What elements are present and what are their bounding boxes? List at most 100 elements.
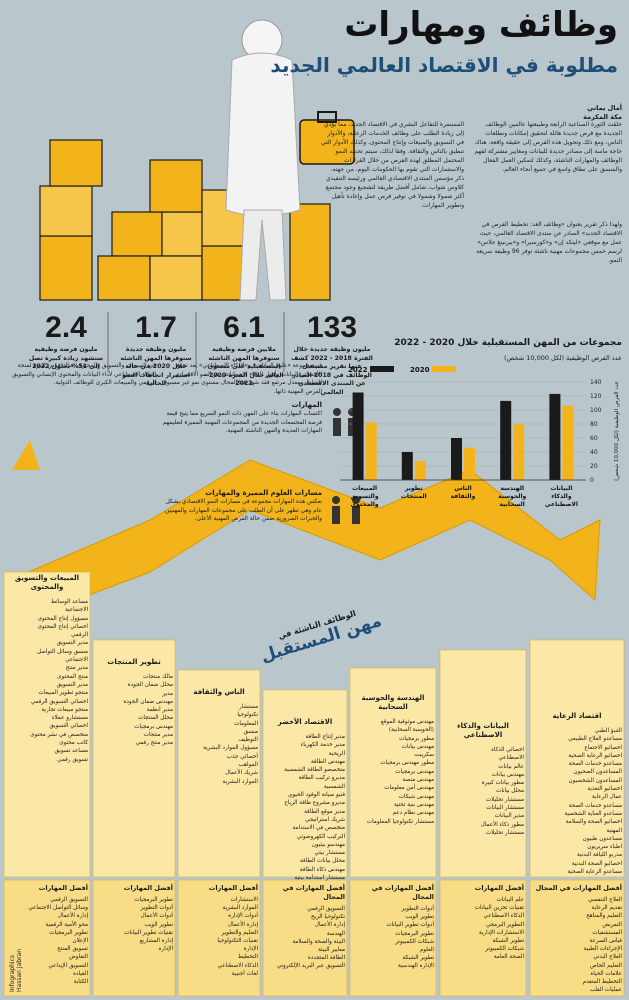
skills-data-ai: أفضل المهارات علم البيانات تقنيات تخزين ا… <box>442 884 524 962</box>
list-item: مطور بيانات كبيرة <box>481 780 524 787</box>
y-tick-label: 60 <box>590 435 598 442</box>
credit-name: Hassan Jabran <box>16 949 23 992</box>
job-list: مساعد الوسائط الاجتماعية مسؤول إنتاج المحت… <box>6 598 88 764</box>
list-item: الموارد البشرية <box>222 778 259 785</box>
skills-sales: أفضل المهارات التسويق الرقمي وسائل التواص… <box>22 884 88 986</box>
bar-2022 <box>500 400 512 480</box>
list-item: وسائل التواصل الاجتماعي <box>28 905 88 912</box>
y-tick-label: 0 <box>590 477 594 484</box>
column-sales-marketing: المبيعات والتسويق والمحتوى مساعد الوسائط… <box>6 574 88 764</box>
column-people-culture: الناس والثقافة مستشار تكنولوجيا المعلومات م… <box>180 688 258 786</box>
list-item: اخصائيو الاجتماع <box>584 744 622 751</box>
y-tick-label: 140 <box>590 379 602 386</box>
category-label-line: الاصطناعي <box>545 501 578 508</box>
list-item: اخصائي التسويق الرقمي <box>30 698 88 705</box>
skills-heading: أفضل المهارات في المجال <box>535 884 622 892</box>
list-item: التمريض <box>602 921 622 928</box>
list-item: إدارة الأعمال <box>57 913 88 920</box>
category-label-line: المبيعات <box>352 485 377 492</box>
list-item: التعليم والمناهج <box>586 913 622 920</box>
list-item: العلاج البدني <box>593 954 622 961</box>
skills-heading: أفضل المهارات <box>38 884 88 892</box>
list-item: مديرو مشروع طاقة الرياح <box>284 800 345 807</box>
businessman-figure <box>225 19 301 301</box>
list-item: مساعدو الرعاية الصحية <box>567 869 622 876</box>
list-item: مهندس ذكاء الطاقة <box>299 866 345 873</box>
list-item: التسويق الرقمي <box>50 897 88 903</box>
column-engineering-cloud: الهندسة والحوسبة السحابية مهندس موثوقية … <box>352 694 434 826</box>
list-item: تطوير الويب <box>405 914 434 921</box>
list-item: الموارد البشرية <box>222 905 259 912</box>
list-item: المهنية <box>606 827 622 834</box>
list-item: أدوات التطوير <box>140 905 173 912</box>
skills-list: تطوير البرمجيات أدوات التطوير أدوات الأعما… <box>95 896 173 953</box>
column-heading: البيانات والذكاء الاصطناعي <box>457 722 509 739</box>
skills-green: أفضل المهارات في المجال التسويق الرقمي تك… <box>265 884 345 971</box>
list-item: مساعد الوسائط <box>50 599 88 605</box>
skills-list: علم البيانات تقنيات تخزين البيانات الذكاء … <box>442 896 524 962</box>
list-item: منتجو مبيعات تجارية <box>41 706 88 713</box>
bar-2020 <box>562 405 574 480</box>
list-item: شريك الأعمال <box>225 770 258 777</box>
list-item: المواهب <box>238 762 258 769</box>
list-item: أدوات تطوير البيانات <box>386 922 434 929</box>
stat-value: 1.7 <box>135 311 177 344</box>
category-label: المبيعات والتسويق والمحتوى <box>351 485 379 508</box>
list-item: متخصصو الطاقة الشمسية <box>284 767 345 774</box>
list-item: اخصائيو الرعاية الصحية <box>568 752 622 759</box>
list-item: تكنولوجيا الريح <box>311 914 345 921</box>
list-item: مهندس منصة <box>402 777 434 784</box>
list-item: مهندس موثوقية الموقع <box>380 719 434 725</box>
credit: Infographics Hassan Jabran <box>4 900 24 996</box>
people-icons <box>332 408 360 524</box>
bar-2020 <box>513 424 525 480</box>
list-item: متخصص في الاستدامة <box>292 825 346 832</box>
job-list: مستشار تكنولوجيا المعلومات منسق التوظيف مسؤول… <box>180 703 258 786</box>
list-item: أخصائي جذب <box>226 753 258 760</box>
list-item: التعليم والتطوير <box>221 929 258 936</box>
skills-list: الاستشارات الموارد البشرية أدوات الإدارة إد… <box>180 896 258 978</box>
list-item: أدوات الإدارة <box>228 913 258 920</box>
intro-paragraph-1: خلقت الثورة الصناعية الرابعة وطبيعتها عا… <box>474 121 622 173</box>
list-item: الريحية <box>328 750 345 757</box>
list-item: مستشار تكنولوجيا المعلومات <box>366 818 434 825</box>
list-item: مهندس برمجيات <box>395 768 434 775</box>
bar-2022 <box>549 393 561 480</box>
list-item: مهندس شبكات <box>398 793 434 800</box>
list-item: شبكات الكمبيوتر <box>395 938 434 945</box>
list-item: أدوات الأعمال <box>140 913 173 920</box>
list-item: العلوم <box>419 947 434 954</box>
list-item: الشمسية <box>323 783 345 790</box>
list-item: الإدارة <box>243 946 258 953</box>
list-item: التسويق الإبداعي <box>48 962 88 969</box>
stat-value: 133 <box>306 311 358 344</box>
stat-block: 1.7 مليون وظيفة جديدة ستوفرها المهن النا… <box>114 310 198 389</box>
list-item: مدير منتج رقمي <box>135 740 173 747</box>
list-item: مهندس ضمان الجودة <box>123 698 173 705</box>
bar-chart: 0 20 40 60 80 100 120 140 عدد الفرص الوظيفية (لك… <box>340 366 620 508</box>
list-item: مهندس نظام دعم <box>392 810 434 817</box>
list-item: أدوات التطوير <box>401 906 434 912</box>
skills-paths-note: مسارات العلوم المميزة والمهارات تعكس هذه… <box>162 488 322 524</box>
list-item: الإدارة <box>158 946 173 953</box>
credit-brand: Infographics <box>9 955 16 992</box>
stat-block: 6.1 ملايين فرصة وظيفية ستوفرها المهن الن… <box>202 310 286 389</box>
y-tick-label: 80 <box>590 421 598 428</box>
bar-2020 <box>414 461 426 480</box>
column-care-economy: اقتصاد الرعاية التنبؤ الطبي مساعدو العلاج… <box>532 712 622 876</box>
list-item: الصحة العامة <box>493 954 524 961</box>
data-ai-note: في مجموعة «علوم البيانات» و«الذكاء الاصط… <box>162 363 322 395</box>
list-item: التسويق الرقمي <box>307 906 345 912</box>
list-item: تطوير الويب <box>144 921 173 928</box>
category-label: الناس والثقافة <box>451 485 476 500</box>
list-item: الاصطناعي <box>498 755 524 762</box>
list-item: مدربو اللياقة البدنية <box>577 852 622 859</box>
list-item: اخصائي التسويق <box>49 723 88 730</box>
list-item: عمال الرعاية <box>591 794 622 801</box>
list-item: مطور ذكاء الأعمال <box>480 821 524 828</box>
list-item: تطوير البرمجيات <box>395 930 434 937</box>
list-item: محو الأمية الرقمية <box>45 921 88 928</box>
credit-logo: Infographics Hassan Jabran <box>9 949 23 992</box>
list-item: تسويق رقمي <box>57 756 88 763</box>
